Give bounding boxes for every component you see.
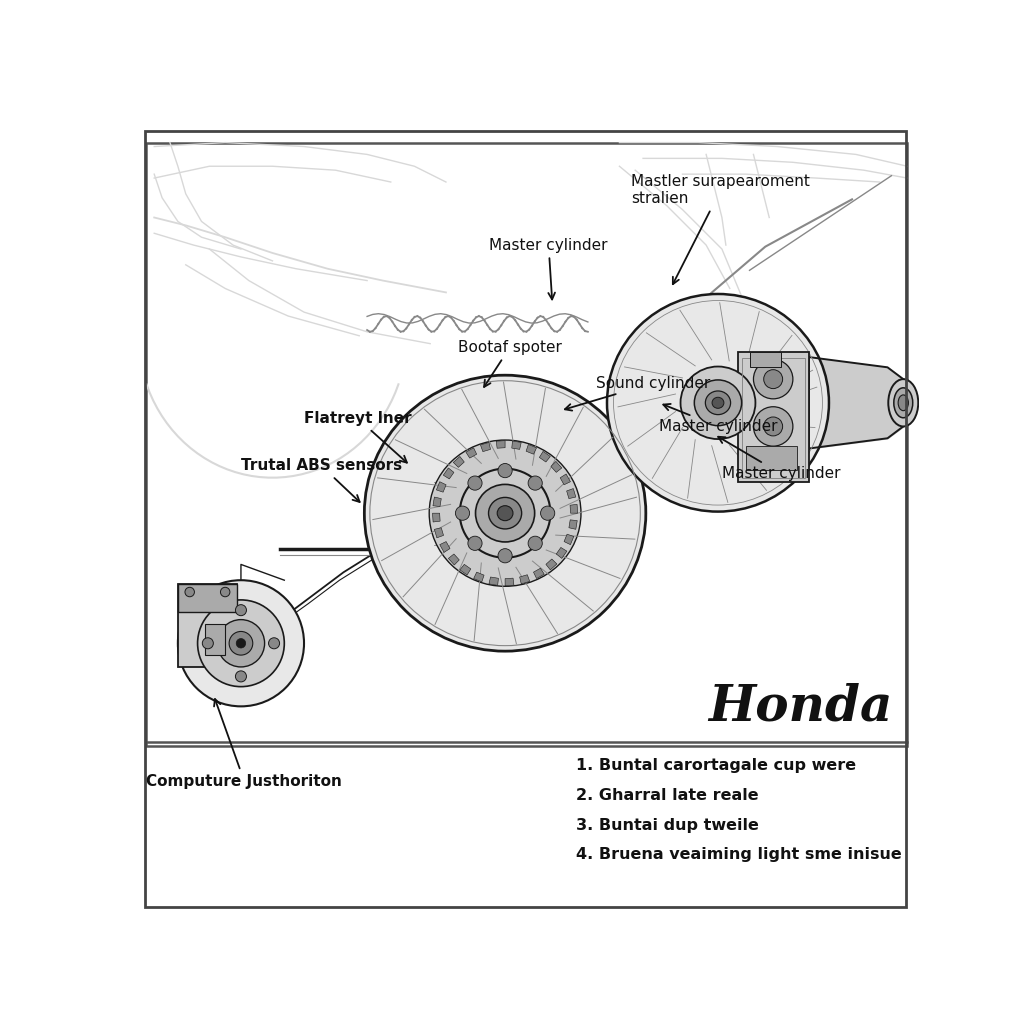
Circle shape — [198, 600, 285, 687]
Polygon shape — [569, 520, 578, 529]
Circle shape — [236, 671, 247, 682]
Polygon shape — [432, 513, 440, 522]
Bar — [206, 624, 225, 655]
Text: 4. Bruena veaiming light sme inisue: 4. Bruena veaiming light sme inisue — [577, 848, 902, 862]
Ellipse shape — [607, 294, 829, 512]
Bar — [741, 357, 805, 477]
Bar — [737, 351, 809, 481]
Polygon shape — [551, 462, 562, 472]
Bar — [146, 142, 907, 745]
Ellipse shape — [894, 388, 912, 418]
Bar — [430, 438, 505, 588]
Text: Honda: Honda — [709, 683, 893, 731]
Polygon shape — [546, 559, 557, 570]
Polygon shape — [519, 574, 529, 584]
Circle shape — [229, 632, 253, 655]
Polygon shape — [480, 442, 490, 452]
Circle shape — [185, 588, 195, 597]
Circle shape — [764, 370, 782, 388]
Ellipse shape — [429, 440, 581, 587]
Circle shape — [203, 638, 213, 649]
Polygon shape — [566, 488, 575, 499]
Bar — [750, 351, 781, 368]
Ellipse shape — [898, 395, 908, 411]
Polygon shape — [443, 468, 454, 479]
Polygon shape — [564, 535, 573, 545]
Polygon shape — [433, 497, 441, 507]
Polygon shape — [570, 505, 578, 513]
Polygon shape — [556, 548, 567, 558]
Circle shape — [217, 620, 264, 667]
Text: 1. Buntal carortagale cup were: 1. Buntal carortagale cup were — [577, 758, 856, 772]
Circle shape — [764, 417, 782, 436]
Ellipse shape — [706, 391, 730, 415]
Text: Flatreyt lner: Flatreyt lner — [304, 411, 412, 463]
Polygon shape — [488, 577, 499, 586]
Circle shape — [754, 407, 793, 446]
Ellipse shape — [365, 375, 646, 651]
Circle shape — [268, 638, 280, 649]
Polygon shape — [534, 568, 545, 579]
Circle shape — [754, 359, 793, 398]
Circle shape — [468, 476, 482, 490]
Text: 3. Buntai dup tweile: 3. Buntai dup tweile — [577, 817, 759, 833]
Text: Sound cylinder: Sound cylinder — [565, 376, 710, 411]
Circle shape — [220, 588, 230, 597]
Circle shape — [456, 506, 470, 520]
Polygon shape — [436, 481, 446, 493]
Text: Mastler surapearoment
stralien: Mastler surapearoment stralien — [631, 174, 810, 285]
Polygon shape — [540, 452, 550, 462]
Circle shape — [237, 639, 246, 648]
Bar — [745, 446, 797, 470]
Polygon shape — [526, 444, 537, 455]
Polygon shape — [474, 572, 484, 582]
Circle shape — [528, 537, 543, 550]
Text: Master cylinder: Master cylinder — [489, 238, 608, 299]
Circle shape — [236, 604, 247, 615]
Circle shape — [498, 549, 512, 563]
Polygon shape — [434, 527, 443, 538]
Ellipse shape — [488, 498, 521, 529]
Polygon shape — [460, 564, 471, 575]
Polygon shape — [497, 440, 505, 449]
Ellipse shape — [712, 397, 724, 409]
Ellipse shape — [475, 484, 535, 542]
Polygon shape — [466, 447, 477, 458]
Polygon shape — [512, 441, 521, 450]
Circle shape — [468, 537, 482, 550]
Polygon shape — [505, 579, 514, 586]
Text: Bootaf spoter: Bootaf spoter — [458, 340, 561, 387]
Bar — [178, 584, 237, 667]
Polygon shape — [439, 542, 450, 552]
Bar — [178, 584, 237, 611]
Circle shape — [498, 464, 512, 477]
Text: Trutal ABS sensors: Trutal ABS sensors — [241, 459, 402, 502]
Circle shape — [528, 476, 543, 490]
Ellipse shape — [681, 367, 756, 439]
Ellipse shape — [498, 506, 513, 520]
Polygon shape — [454, 457, 464, 467]
Ellipse shape — [888, 379, 919, 426]
Polygon shape — [560, 474, 570, 484]
Text: Master cylinder: Master cylinder — [718, 437, 841, 481]
Ellipse shape — [694, 380, 741, 426]
Text: Computure Justhoriton: Computure Justhoriton — [146, 699, 342, 788]
Text: 2. Gharral late reale: 2. Gharral late reale — [577, 787, 759, 803]
Circle shape — [541, 506, 555, 520]
Ellipse shape — [460, 469, 551, 558]
Text: Master cylinder: Master cylinder — [658, 403, 777, 434]
Circle shape — [178, 581, 304, 707]
Polygon shape — [449, 554, 460, 565]
